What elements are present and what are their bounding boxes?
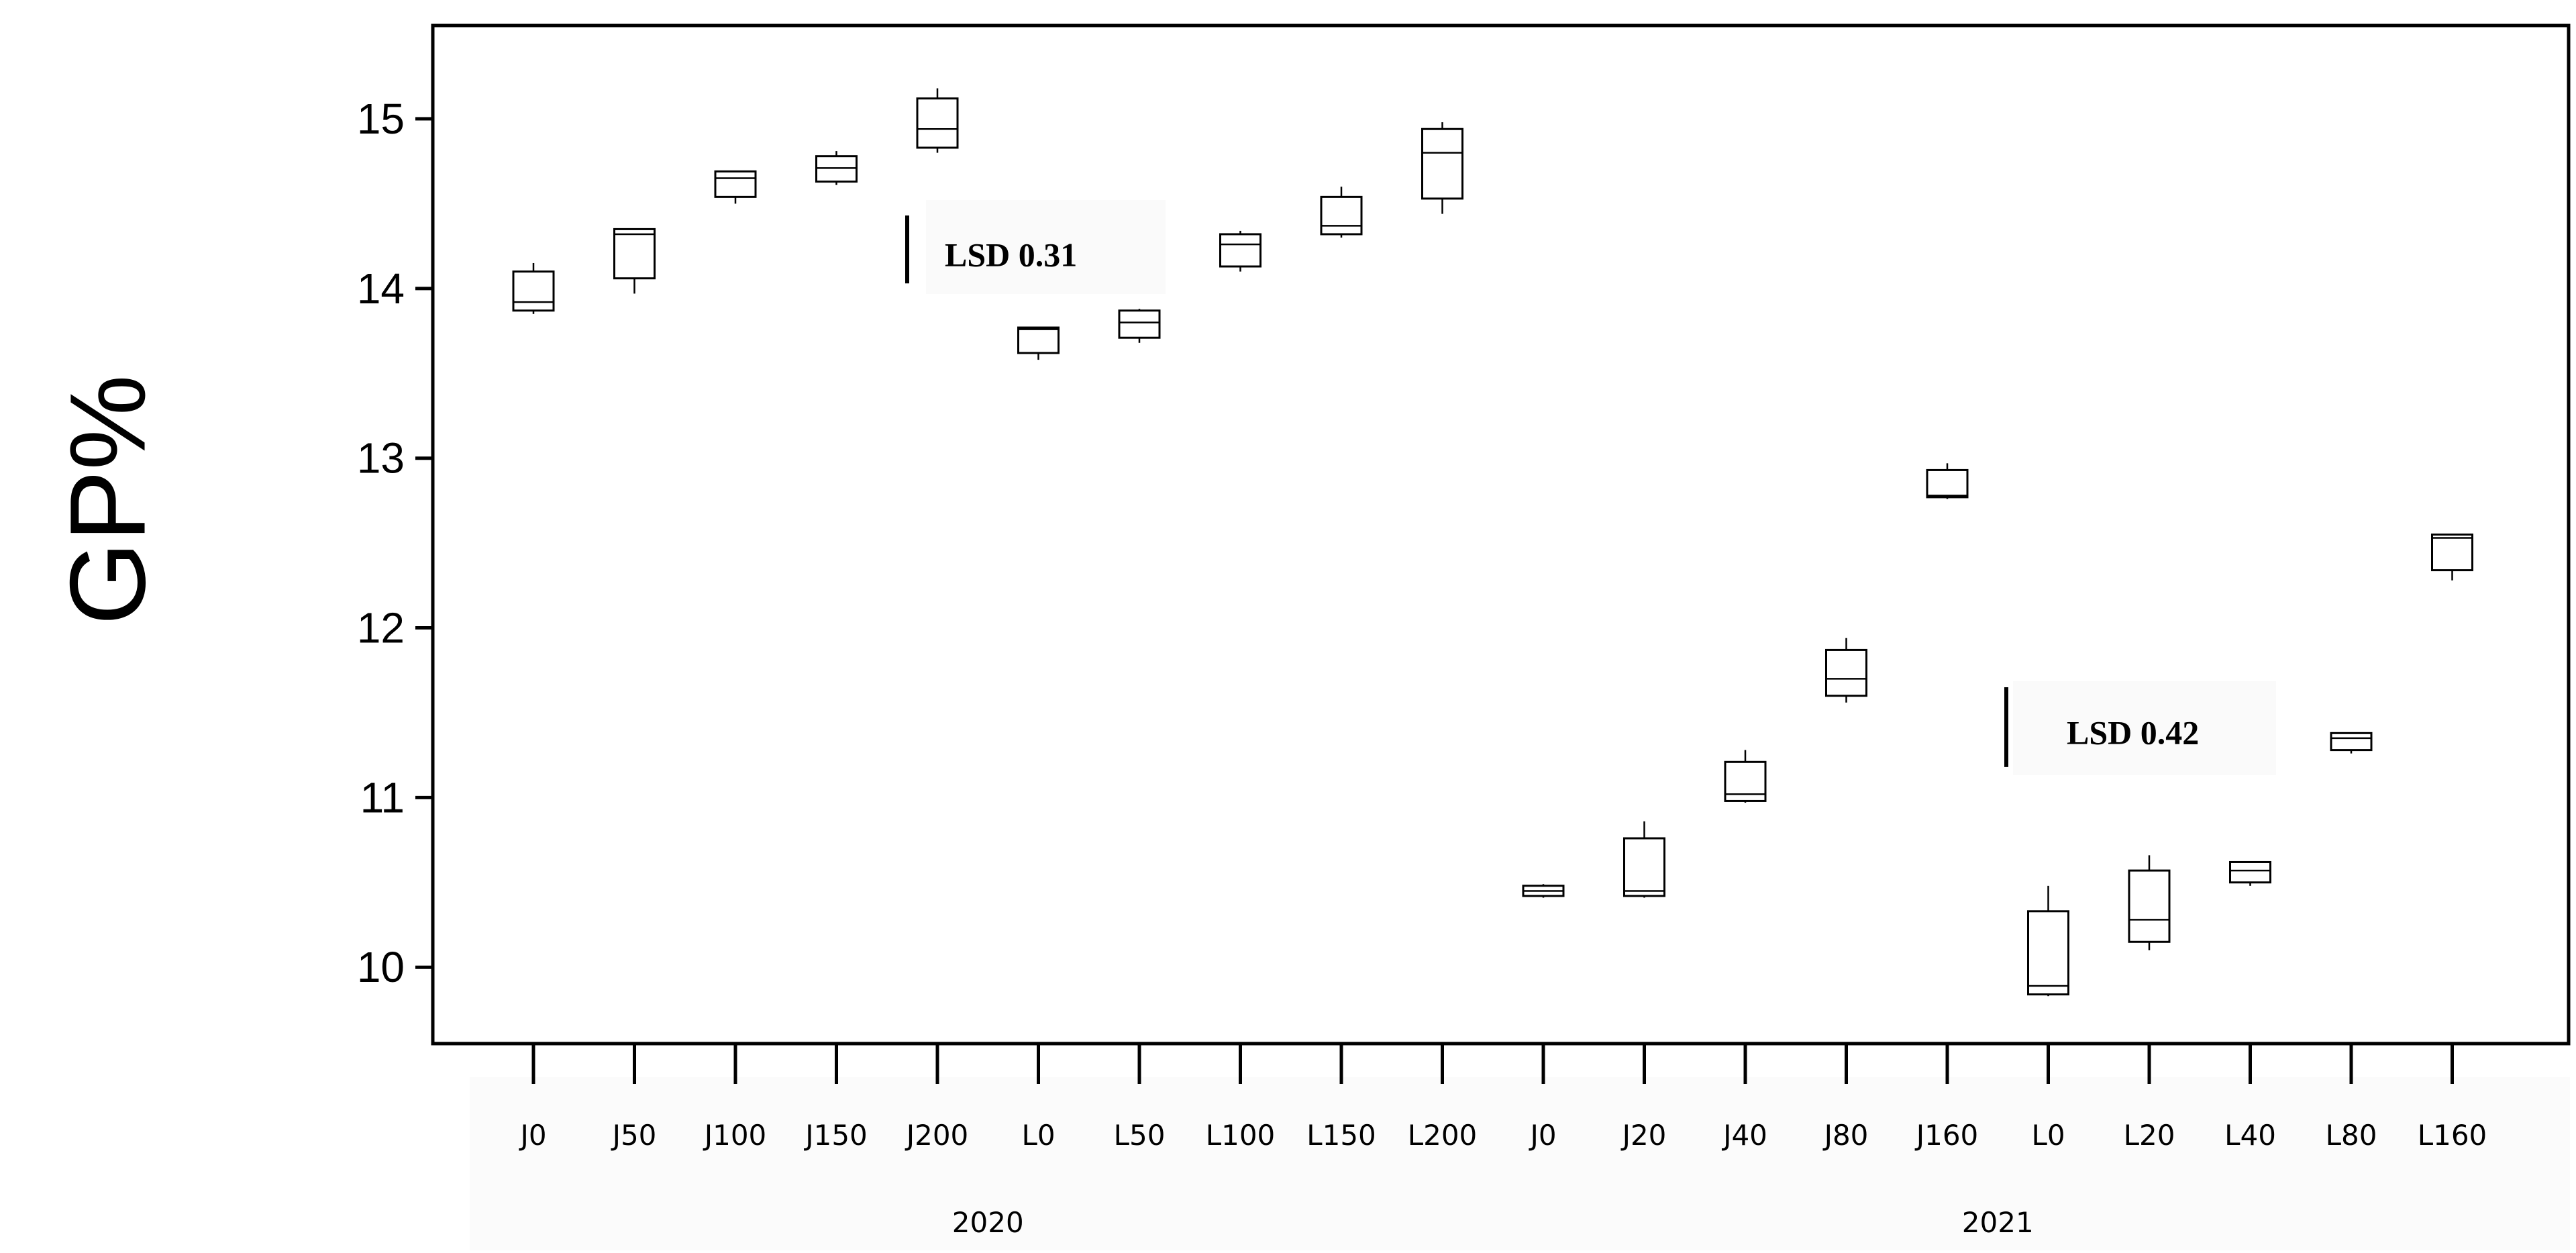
x-tick-label: J0	[518, 1119, 546, 1152]
x-tick-label: L150	[1306, 1119, 1376, 1152]
box-2021-J40	[1724, 750, 1767, 803]
y-axis-title: GP%	[48, 374, 168, 625]
x-tick-label: J160	[1914, 1119, 1979, 1152]
year-label-2020: 2020	[952, 1206, 1024, 1239]
y-axis-ticks: 10 11 12 13 14 15	[357, 95, 433, 991]
x-tick-label: J100	[703, 1119, 767, 1152]
year-label-2021: 2021	[1962, 1206, 2034, 1239]
box-2020-J50	[613, 228, 656, 294]
lsd-label-background	[2013, 681, 2276, 775]
x-tick-label: J80	[1822, 1119, 1869, 1152]
box-iqr	[2431, 534, 2473, 572]
box-2020-J200	[916, 88, 959, 153]
box-2020-J150	[815, 151, 858, 185]
box-iqr	[1320, 195, 1363, 236]
box-2021-J20	[1623, 821, 1665, 898]
x-tick-label: J40	[1721, 1119, 1767, 1152]
box-2021-J80	[1825, 638, 1867, 703]
box-2021-L40	[2229, 860, 2271, 886]
lsd-annotation: LSD 0.31	[905, 200, 1166, 294]
box-2021-L20	[2128, 855, 2171, 950]
year-group-labels: 2020 2021	[952, 1206, 2034, 1239]
box-2020-L50	[1118, 309, 1161, 343]
y-tick-label: 11	[360, 773, 405, 821]
y-tick-label: 12	[357, 604, 405, 652]
y-tick-label: 15	[357, 95, 405, 143]
box-iqr	[1724, 760, 1767, 802]
box-2021-J160	[1926, 463, 1969, 499]
box-iqr	[2229, 860, 2271, 884]
box-iqr	[815, 155, 858, 183]
box-iqr	[2027, 910, 2069, 996]
box-2021-L80	[2330, 732, 2373, 754]
lsd-annotations: LSD 0.31 LSD 0.42	[905, 200, 2276, 775]
box-iqr	[512, 270, 555, 312]
box-2021-L0	[2027, 885, 2069, 997]
lsd-label: LSD 0.31	[945, 236, 1077, 274]
x-tick-label: J200	[905, 1119, 969, 1152]
x-tick-label: L160	[2418, 1119, 2487, 1152]
x-tick-label: J0	[1528, 1119, 1556, 1152]
box-iqr	[1623, 837, 1665, 897]
box-2020-L150	[1320, 187, 1363, 238]
box-series	[512, 88, 2473, 997]
box-iqr	[916, 97, 959, 149]
box-2021-J0	[1522, 884, 1565, 898]
x-tick-label: J20	[1620, 1119, 1667, 1152]
box-iqr	[1825, 648, 1867, 697]
box-iqr	[2330, 732, 2373, 752]
lsd-label: LSD 0.42	[2067, 713, 2199, 751]
x-tick-label: J150	[803, 1119, 868, 1152]
box-iqr	[1421, 128, 1463, 200]
y-tick-label: 14	[357, 264, 405, 313]
x-tick-label: L50	[1114, 1119, 1166, 1152]
x-tick-label: L100	[1206, 1119, 1276, 1152]
box-2020-L100	[1219, 230, 1261, 272]
x-tick-label: L200	[1408, 1119, 1478, 1152]
box-2020-L0	[1017, 326, 1060, 360]
box-2020-J0	[512, 262, 555, 314]
box-iqr	[1118, 309, 1161, 339]
x-tick-label: L40	[2224, 1119, 2276, 1152]
box-iqr	[613, 228, 656, 280]
x-tick-label: J50	[611, 1119, 657, 1152]
y-axis-label: GP%	[48, 374, 168, 625]
y-tick-label: 10	[357, 943, 405, 991]
box-iqr	[1017, 326, 1060, 354]
x-tick-label: L0	[1021, 1119, 1055, 1152]
x-axis-ticks: J0 J50 J100 J150 J200 L0 L50 L100 L150 L200 J0 J20 J…	[518, 1044, 2487, 1152]
lsd-label-background	[926, 200, 1166, 294]
x-tick-label: L0	[2031, 1119, 2065, 1152]
lsd-annotation: LSD 0.42	[2004, 681, 2276, 775]
box-2020-J100	[714, 170, 757, 204]
y-tick-label: 13	[357, 434, 405, 483]
box-iqr	[2128, 869, 2171, 943]
box-iqr	[1219, 233, 1261, 268]
x-tick-label: L20	[2124, 1119, 2175, 1152]
box-iqr	[714, 170, 757, 198]
x-label-area	[470, 1077, 2570, 1250]
box-iqr	[1926, 468, 1969, 499]
plot-area-frame	[431, 23, 2571, 1046]
x-tick-label: L80	[2326, 1119, 2377, 1152]
box-2020-L200	[1421, 122, 1463, 214]
box-2021-L160	[2431, 534, 2473, 581]
